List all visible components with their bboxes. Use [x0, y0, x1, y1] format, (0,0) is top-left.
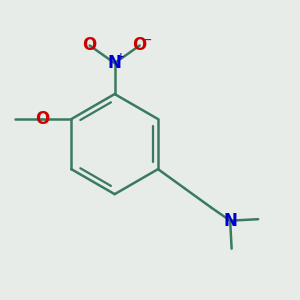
Text: N: N: [223, 212, 237, 230]
Text: O: O: [35, 110, 49, 128]
Text: +: +: [117, 52, 125, 61]
Text: −: −: [144, 35, 152, 45]
Text: O: O: [82, 37, 97, 55]
Text: O: O: [133, 37, 147, 55]
Text: N: N: [108, 54, 122, 72]
